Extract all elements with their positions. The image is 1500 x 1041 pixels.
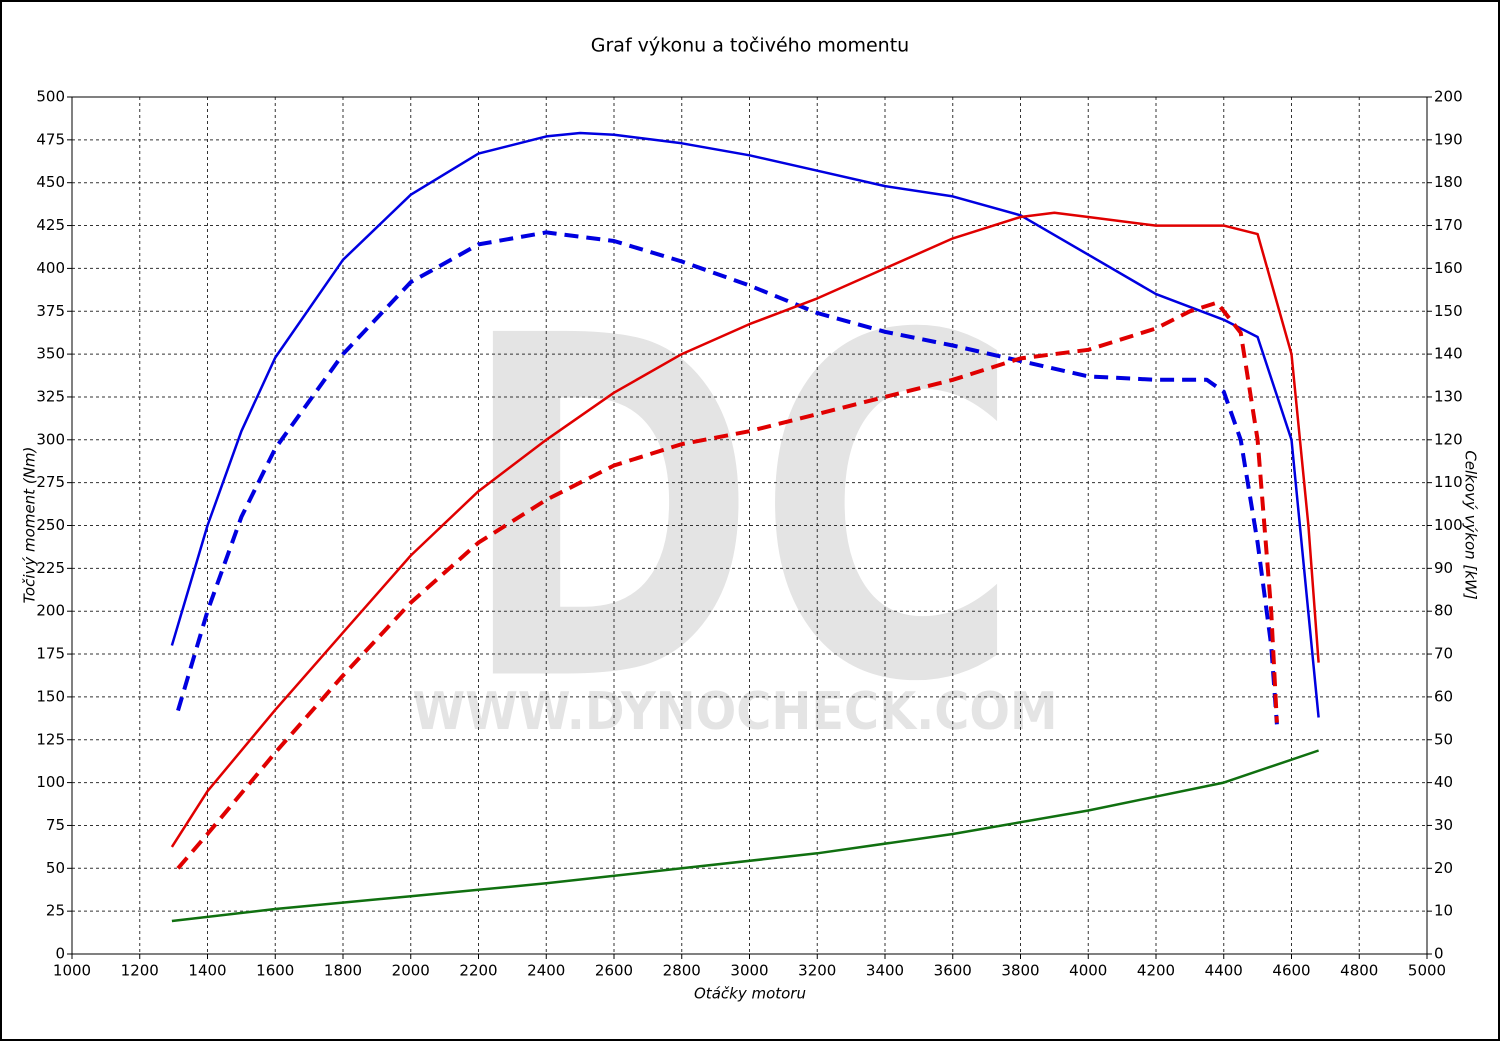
- watermark-url: WWW.DYNOCHECK.COM: [413, 682, 1058, 742]
- x-tick-label: 4800: [1340, 962, 1378, 980]
- y-tick-label: 500: [36, 88, 65, 106]
- y-tick-label: 400: [36, 259, 65, 277]
- y2-tick-label: 110: [1434, 473, 1463, 491]
- plot-frame: [71, 96, 1428, 955]
- series-line: [176, 230, 1279, 725]
- y-tick-label: 0: [55, 945, 65, 963]
- y2-tick-label: 0: [1434, 945, 1444, 963]
- y-tick-label: 75: [46, 816, 65, 834]
- y2-tick-label: 140: [1434, 345, 1463, 363]
- y2-tick-label: 120: [1434, 430, 1463, 448]
- x-tick-label: 1800: [324, 962, 362, 980]
- y2-tick-label: 160: [1434, 259, 1463, 277]
- y-tick-label: 125: [36, 730, 65, 748]
- y-tick-label: 225: [36, 559, 65, 577]
- x-tick-label: 2800: [663, 962, 701, 980]
- y-tick-label: 450: [36, 173, 65, 191]
- x-tick-label: 3600: [934, 962, 972, 980]
- x-tick-label: 4000: [1069, 962, 1107, 980]
- y-tick-label: 300: [36, 430, 65, 448]
- y2-tick-label: 190: [1434, 130, 1463, 148]
- y2-tick-label: 30: [1434, 816, 1453, 834]
- x-axis-label: Otáčky motoru: [694, 985, 806, 1003]
- x-tick-label: 2200: [459, 962, 497, 980]
- x-tick-label: 2400: [527, 962, 565, 980]
- y2-tick-label: 90: [1434, 559, 1453, 577]
- series-line: [171, 749, 1320, 923]
- series-line: [176, 300, 1279, 870]
- x-tick-label: 1000: [53, 962, 91, 980]
- y2-axis-label: Celkový výkon [kW]: [1462, 450, 1480, 600]
- y-tick-label: 175: [36, 645, 65, 663]
- x-tick-label: 1600: [256, 962, 294, 980]
- x-tick-label: 3400: [866, 962, 904, 980]
- y2-tick-label: 170: [1434, 216, 1463, 234]
- x-tick-label: 2600: [595, 962, 633, 980]
- y-tick-label: 25: [46, 902, 65, 920]
- y-tick-label: 375: [36, 302, 65, 320]
- y2-tick-label: 100: [1434, 516, 1463, 534]
- y-tick-label: 200: [36, 602, 65, 620]
- x-tick-label: 3800: [1001, 962, 1039, 980]
- x-tick-label: 4200: [1137, 962, 1175, 980]
- y-tick-label: 150: [36, 687, 65, 705]
- y2-tick-label: 180: [1434, 173, 1463, 191]
- y-axis-label: Točivý moment (Nm): [21, 447, 39, 604]
- y2-tick-label: 70: [1434, 645, 1453, 663]
- y-tick-label: 325: [36, 387, 65, 405]
- y2-tick-label: 10: [1434, 902, 1453, 920]
- y-tick-label: 50: [46, 859, 65, 877]
- x-tick-label: 1400: [188, 962, 226, 980]
- series-line: [170, 131, 1320, 718]
- y-tick-label: 100: [36, 773, 65, 791]
- y-tick-label: 350: [36, 345, 65, 363]
- y2-tick-label: 200: [1434, 88, 1463, 106]
- x-tick-label: 4400: [1205, 962, 1243, 980]
- y-tick-label: 425: [36, 216, 65, 234]
- y2-tick-label: 50: [1434, 730, 1453, 748]
- y2-tick-label: 130: [1434, 387, 1463, 405]
- y-tick-label: 250: [36, 516, 65, 534]
- y2-tick-label: 60: [1434, 687, 1453, 705]
- series-line: [170, 211, 1320, 848]
- x-tick-label: 2000: [392, 962, 430, 980]
- y-tick-label: 275: [36, 473, 65, 491]
- y2-tick-label: 80: [1434, 602, 1453, 620]
- y2-tick-label: 20: [1434, 859, 1453, 877]
- y2-tick-label: 40: [1434, 773, 1453, 791]
- y-tick-label: 475: [36, 130, 65, 148]
- x-tick-label: 5000: [1408, 962, 1446, 980]
- y2-tick-label: 150: [1434, 302, 1463, 320]
- x-tick-label: 3000: [730, 962, 768, 980]
- x-tick-label: 3200: [798, 962, 836, 980]
- chart-title: Graf výkonu a točivého momentu: [591, 35, 909, 57]
- x-tick-label: 1200: [121, 962, 159, 980]
- x-tick-label: 4600: [1272, 962, 1310, 980]
